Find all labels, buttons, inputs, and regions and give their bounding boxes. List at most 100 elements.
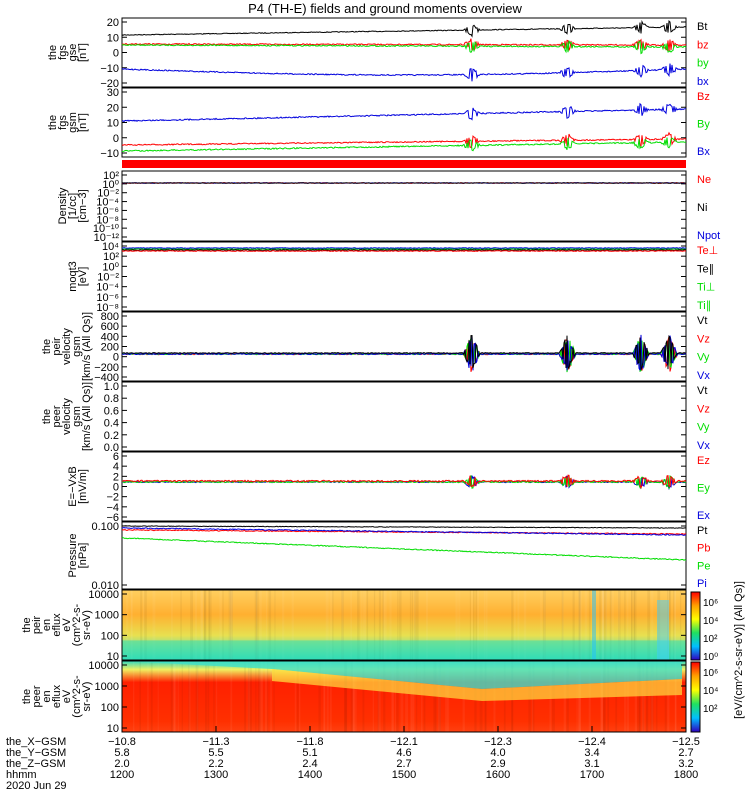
hhmm-value: 1500 — [392, 769, 416, 781]
legend-ti∥: Ti∥ — [697, 300, 711, 312]
colorbar-tick: 10⁶ — [703, 598, 718, 609]
legend-vx: Vx — [697, 370, 710, 382]
y-tick-label: −10 — [100, 63, 119, 75]
colorbar-label: [eV/(cm^2-s-sr-eV)] (All Qs)] — [733, 581, 745, 719]
y-tick-label: 0.2 — [104, 430, 119, 442]
legend-by: by — [697, 58, 709, 70]
series-line — [122, 528, 686, 536]
y-axis-label: [nPa] — [77, 543, 89, 569]
panel-frame — [122, 382, 686, 451]
panel-peir-en: 10000 1000 100 10 thepeirenefluxeV(cm^2-s-sr… — [21, 589, 686, 663]
y-axis-label: [nT] — [77, 113, 89, 132]
colorbar-tick: 10² — [703, 704, 718, 715]
legend-by: By — [697, 119, 710, 131]
x-row-label: 2020 Jun 29 — [6, 780, 67, 792]
legend-te∥: Te∥ — [697, 263, 714, 275]
panel-frame — [122, 312, 686, 381]
colorbar-tick: 10⁰ — [703, 652, 718, 663]
y-tick-label: 0.6 — [104, 405, 119, 417]
legend-bt: Bt — [697, 21, 707, 33]
y-axis-label: [mV/m] — [77, 469, 89, 504]
series-line — [122, 64, 686, 82]
legend-te⊥: Te⊥ — [697, 245, 718, 257]
series-line — [122, 538, 686, 561]
y-tick-label: 10000 — [88, 660, 119, 672]
y-tick-label: 0.100 — [91, 521, 119, 533]
y-tick-label: 0.8 — [104, 393, 119, 405]
legend-ey: Ey — [697, 483, 710, 495]
y-tick-label: 1.0 — [104, 381, 119, 393]
y-axis-label: sr-eV) — [81, 682, 93, 712]
y-tick-label: 1000 — [95, 681, 119, 693]
y-axis-label: [nT] — [77, 43, 89, 62]
y-axis-label: [km/s (All Qs)] — [81, 382, 93, 451]
legend-npot: Npot — [697, 230, 720, 242]
y-tick-label: 10 — [107, 32, 119, 44]
colorbar-tick: 10² — [703, 634, 718, 645]
series-line — [122, 133, 686, 148]
colorbar-tick: 10⁴ — [703, 616, 718, 627]
series-line — [122, 251, 686, 252]
x-axis-table: −10.85.82.01200−11.35.52.21300−11.85.12.… — [6, 726, 700, 792]
series-line — [122, 250, 686, 251]
panel-peer-vel: 1.00.80.60.40.20.0 thepeervelocitygsm[km/… — [41, 381, 710, 454]
hhmm-value: 1800 — [674, 769, 698, 781]
panel-fgs-gse: 20100−10−20thefgsgse[nT]Btbzbybx — [47, 17, 709, 90]
colorbar-tick: 10⁶ — [703, 668, 718, 679]
panel-frame — [122, 452, 686, 521]
legend-bz: Bz — [697, 91, 710, 103]
panel-fgs-gsm: 3020100−10thefgsgsm[nT]BzByBx — [47, 87, 710, 160]
legend-vy: Vy — [697, 422, 710, 434]
y-tick-label: 30 — [107, 87, 119, 99]
legend-ti⊥: Ti⊥ — [697, 282, 715, 294]
panel-peir-vel: 8006004002000−200−400thepeirvelocitygsm[… — [41, 311, 710, 384]
series-line — [122, 41, 686, 54]
y-tick-label: 1000 — [95, 610, 119, 622]
legend-pe: Pe — [697, 560, 710, 572]
y-tick-label: −10 — [100, 148, 119, 160]
y-tick-label: 10 — [107, 118, 119, 130]
colorbar — [691, 662, 700, 732]
y-tick-label: 100 — [101, 630, 119, 642]
legend-vt: Vt — [697, 315, 707, 327]
hhmm-value: 1600 — [486, 769, 510, 781]
hhmm-value: 1700 — [580, 769, 604, 781]
series-line — [122, 336, 686, 370]
legend-pb: Pb — [697, 543, 710, 555]
legend-pi: Pi — [697, 578, 707, 590]
y-tick-label: 10 — [107, 723, 119, 735]
hhmm-value: 1300 — [204, 769, 228, 781]
legend-bx: Bx — [697, 146, 710, 158]
legend-ex: Ex — [697, 510, 710, 522]
legend-ez: Ez — [697, 455, 710, 467]
y-axis-label: sr-eV) — [81, 610, 93, 640]
y-axis-label: [eV] — [77, 267, 89, 287]
panel-peer-en: 10000100010010thepeerenefluxeV(cm^2-s-sr… — [21, 660, 686, 735]
legend-ni: Ni — [697, 202, 707, 214]
panel-frame — [122, 171, 686, 241]
legend-vt: Vt — [697, 385, 707, 397]
legend-vz: Vz — [697, 403, 710, 415]
legend-pt: Pt — [697, 525, 707, 537]
y-axis-label: [cm−3] — [77, 189, 89, 222]
colorbar — [691, 592, 700, 660]
state-flag-bar — [122, 160, 686, 168]
y-tick-label: 0 — [113, 48, 119, 60]
y-tick-label: 10000 — [88, 589, 119, 601]
legend-vz: Vz — [697, 333, 710, 345]
panel-frame — [122, 242, 686, 311]
legend-vy: Vy — [697, 352, 710, 364]
y-tick-label: 0 — [113, 133, 119, 145]
panel-temp: 10⁴10²10⁰10⁻²10⁻⁴10⁻⁶10⁻⁸ moqt3[eV] Te⊥ Te∥… — [67, 241, 718, 314]
series-line — [122, 526, 686, 528]
panel-efield: 6420−2−4−6 E=−VxB[mV/m] Ez Ey Ex — [67, 451, 710, 524]
panel-pressure: 0.100 0.010 Pressure[nPa] Pt Pb Pe Pi — [67, 521, 710, 592]
plot-title: P4 (TH-E) fields and ground moments over… — [248, 1, 522, 16]
y-tick-label: 0.4 — [104, 418, 119, 430]
legend-bz: bz — [697, 39, 709, 51]
panel-group: 20100−10−20thefgsgse[nT]Btbzbybx3020100−… — [21, 17, 745, 735]
y-axis-label: [km/s (All Qs)] — [81, 312, 93, 381]
series-line — [122, 475, 686, 488]
colorbar-tick: 10⁴ — [703, 686, 718, 697]
